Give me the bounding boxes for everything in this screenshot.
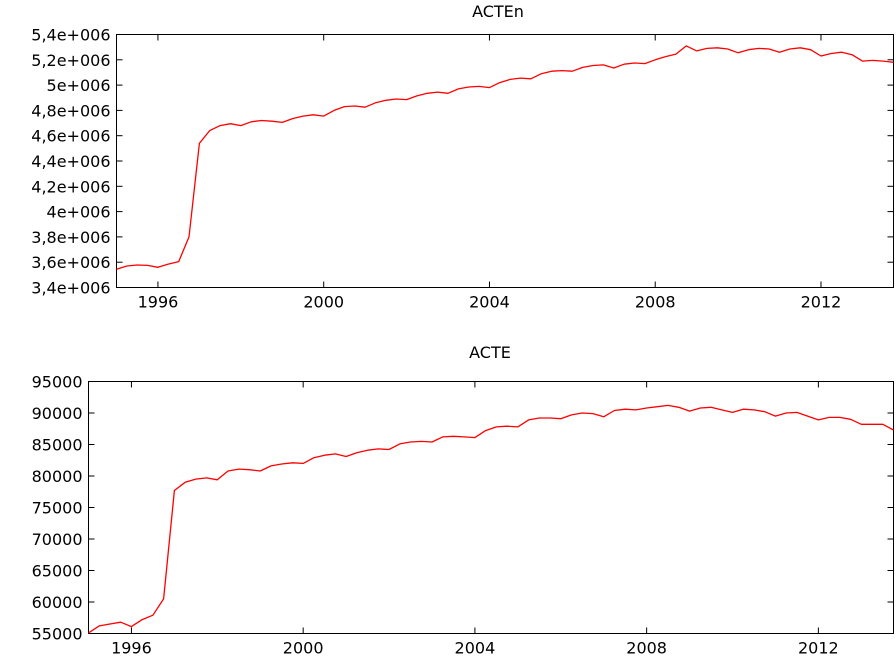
x-tick-label: 2004 xyxy=(455,639,496,658)
y-tick-label: 55000 xyxy=(32,625,83,644)
y-tick-label: 4e+006 xyxy=(47,203,111,222)
y-axis: 55000 60000 65000 70000 75000 80000 85000 90000… xyxy=(32,373,894,644)
chart-title: ACTEn xyxy=(472,2,524,21)
series-layer xyxy=(116,45,894,270)
x-tick-label: 2000 xyxy=(283,639,324,658)
x-tick-label: 2000 xyxy=(303,293,344,312)
y-tick-label: 75000 xyxy=(32,499,83,518)
y-tick-label: 4,4e+006 xyxy=(31,152,110,171)
x-tick-label: 2008 xyxy=(635,293,676,312)
y-tick-label: 70000 xyxy=(32,530,83,549)
x-tick-label: 1996 xyxy=(138,293,179,312)
y-tick-label: 3,4e+006 xyxy=(31,279,110,298)
series-layer xyxy=(88,404,894,634)
series-line xyxy=(88,404,894,634)
x-axis: 1996 2000 2004 2008 2012 xyxy=(111,381,839,658)
y-tick-label: 90000 xyxy=(32,404,83,423)
y-tick-label: 60000 xyxy=(32,593,83,612)
series-line xyxy=(116,45,894,270)
x-axis: 1996 2000 2004 2008 2012 xyxy=(138,34,842,312)
y-tick-label: 85000 xyxy=(32,436,83,455)
y-tick-label: 4,6e+006 xyxy=(31,127,110,146)
y-axis: 3,4e+006 3,6e+006 3,8e+006 4e+006 4,2e+006 4,… xyxy=(31,26,894,298)
x-tick-label: 2012 xyxy=(798,639,839,658)
x-tick-label: 2012 xyxy=(801,293,842,312)
y-tick-label: 80000 xyxy=(32,467,83,486)
x-tick-label: 2004 xyxy=(469,293,510,312)
plot-frame xyxy=(116,34,894,288)
chart-title: ACTE xyxy=(469,343,511,362)
y-tick-label: 5,2e+006 xyxy=(31,51,110,70)
y-tick-label: 3,8e+006 xyxy=(31,228,110,247)
y-tick-label: 3,6e+006 xyxy=(31,253,110,272)
plot-frame xyxy=(88,381,894,634)
y-tick-label: 4,8e+006 xyxy=(31,101,110,120)
x-tick-label: 1996 xyxy=(111,639,152,658)
y-tick-label: 65000 xyxy=(32,562,83,581)
chart-acten: ACTEn 3,4e+006 3,6e+006 3,8e+006 4e+006 4,2e… xyxy=(31,2,894,312)
x-tick-label: 2008 xyxy=(626,639,667,658)
y-tick-label: 4,2e+006 xyxy=(31,177,110,196)
chart-acte: ACTE 55000 60000 65000 70000 75000 80000 85000… xyxy=(32,343,894,658)
y-tick-label: 5e+006 xyxy=(47,76,111,95)
y-tick-label: 95000 xyxy=(32,373,83,392)
y-tick-label: 5,4e+006 xyxy=(31,26,110,45)
